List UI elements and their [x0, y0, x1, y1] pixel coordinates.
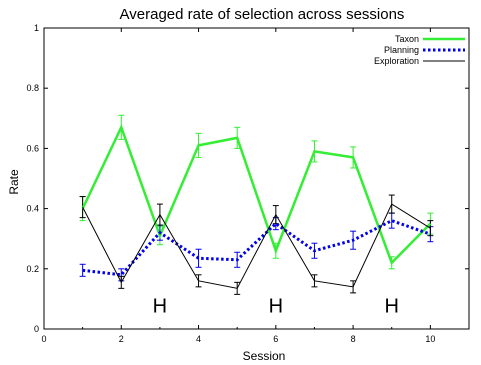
series-lines — [81, 124, 432, 289]
x-tick-label: 8 — [351, 334, 356, 344]
y-tick-label: 0.6 — [26, 143, 39, 153]
annotation-label: H — [153, 295, 167, 317]
x-tick-label: 10 — [425, 334, 435, 344]
legend-label: Exploration — [374, 56, 419, 66]
x-tick-label: 6 — [273, 334, 278, 344]
series-line-planning — [82, 219, 431, 277]
y-tick-label: 0 — [34, 324, 39, 334]
error-bars — [79, 114, 434, 295]
y-tick-label: 1 — [34, 23, 39, 33]
legend-label: Planning — [384, 45, 419, 55]
plot-frame — [43, 27, 470, 330]
annotation-label: H — [385, 295, 399, 317]
y-tick-label: 0.4 — [26, 204, 39, 214]
series-line-taxon — [81, 124, 432, 266]
x-tick-label: 4 — [196, 334, 201, 344]
series-line-exploration — [82, 203, 431, 289]
annotation-label: H — [269, 295, 283, 317]
y-tick-label: 0.2 — [26, 264, 39, 274]
x-axis-title: Session — [243, 349, 286, 363]
x-tick-label: 2 — [119, 334, 124, 344]
axis-ticks: 0 2 4 6 8 10 0 0.2 0.4 0.6 0.8 1 — [26, 23, 470, 344]
legend-label: Taxon — [395, 34, 419, 44]
chart-title: Averaged rate of selection across sessio… — [120, 6, 405, 23]
y-tick-label: 0.8 — [26, 83, 39, 93]
y-axis-title: Rate — [7, 169, 21, 195]
x-tick-label: 0 — [41, 334, 46, 344]
plot-area: 0 2 4 6 8 10 0 0.2 0.4 0.6 0.8 1 H H H — [26, 23, 470, 344]
